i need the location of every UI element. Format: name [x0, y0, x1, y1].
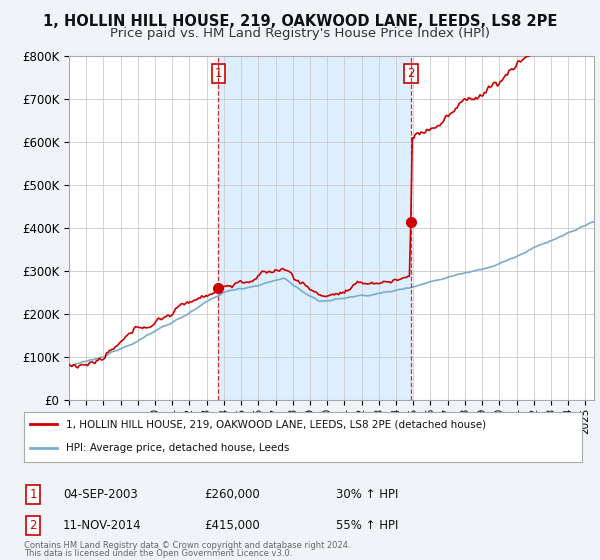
Text: £415,000: £415,000 [204, 519, 260, 532]
Text: HPI: Average price, detached house, Leeds: HPI: Average price, detached house, Leed… [66, 443, 289, 453]
Text: This data is licensed under the Open Government Licence v3.0.: This data is licensed under the Open Gov… [24, 549, 292, 558]
Text: 55% ↑ HPI: 55% ↑ HPI [336, 519, 398, 532]
Text: 1: 1 [215, 67, 222, 80]
Text: 2: 2 [29, 519, 37, 532]
Text: 04-SEP-2003: 04-SEP-2003 [63, 488, 138, 501]
Text: 1: 1 [29, 488, 37, 501]
Text: 11-NOV-2014: 11-NOV-2014 [63, 519, 142, 532]
Text: 1, HOLLIN HILL HOUSE, 219, OAKWOOD LANE, LEEDS, LS8 2PE: 1, HOLLIN HILL HOUSE, 219, OAKWOOD LANE,… [43, 14, 557, 29]
Text: 30% ↑ HPI: 30% ↑ HPI [336, 488, 398, 501]
Text: £260,000: £260,000 [204, 488, 260, 501]
Text: Price paid vs. HM Land Registry's House Price Index (HPI): Price paid vs. HM Land Registry's House … [110, 27, 490, 40]
Bar [218, 56, 411, 400]
Text: 1, HOLLIN HILL HOUSE, 219, OAKWOOD LANE, LEEDS, LS8 2PE (detached house): 1, HOLLIN HILL HOUSE, 219, OAKWOOD LANE,… [66, 419, 486, 429]
Text: 2: 2 [407, 67, 415, 80]
Text: Contains HM Land Registry data © Crown copyright and database right 2024.: Contains HM Land Registry data © Crown c… [24, 541, 350, 550]
